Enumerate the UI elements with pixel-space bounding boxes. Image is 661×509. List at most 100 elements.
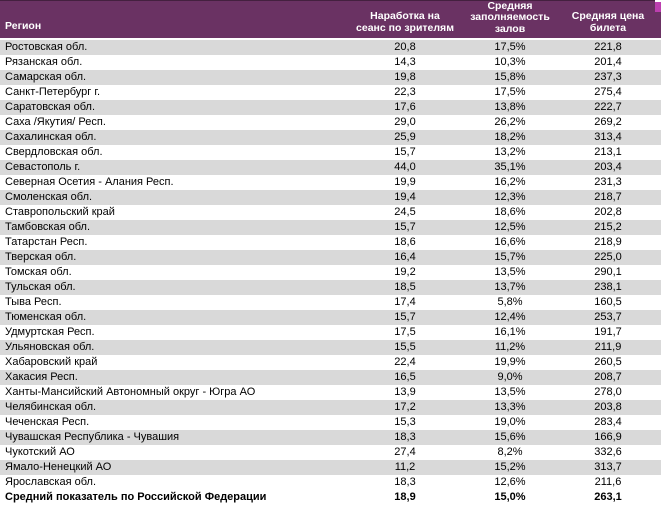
occupancy-cell: 10,3%: [494, 56, 526, 68]
viewers-per-session-cell: 24,5: [394, 206, 416, 218]
viewers-per-session-cell: 15,3: [394, 416, 416, 428]
table-header-row: Регион Наработка на сеанс по зрителям Ср…: [0, 0, 661, 38]
occupancy-cell: 12,4%: [494, 311, 526, 323]
table-row[interactable]: Северная Осетия - Алания Респ. 19,9 16,2% 2…: [0, 175, 661, 190]
viewers-per-session-cell: 17,5: [394, 326, 416, 338]
ticket-price-cell: 313,4: [594, 131, 622, 143]
ticket-price-cell: 201,4: [594, 56, 622, 68]
table-row[interactable]: Чувашская Республика - Чувашия 18,3 15,6% 1…: [0, 430, 661, 445]
ticket-price-cell: 253,7: [594, 311, 622, 323]
table-row[interactable]: Чеченская Респ. 15,3 19,0% 283,4: [0, 415, 661, 430]
region-cell: Томская обл.: [5, 266, 72, 278]
table-row[interactable]: Ростовская обл. 20,8 17,5% 221,8: [0, 40, 661, 55]
table-row[interactable]: Чукотский АО 27,4 8,2% 332,6: [0, 445, 661, 460]
table-row[interactable]: Хакасия Респ. 16,5 9,0% 208,7: [0, 370, 661, 385]
viewers-per-session-cell: 15,7: [394, 311, 416, 323]
occupancy-cell: 13,5%: [494, 386, 526, 398]
ticket-price-cell: 313,7: [594, 461, 622, 473]
table-row[interactable]: Ямало-Ненецкий АО 11,2 15,2% 313,7: [0, 460, 661, 475]
region-cell: Северная Осетия - Алания Респ.: [5, 176, 174, 188]
region-cell: Тверская обл.: [5, 251, 77, 263]
viewers-per-session-cell: 22,4: [394, 356, 416, 368]
total-row[interactable]: Средний показатель по Российской Федерац…: [0, 490, 661, 505]
table-row[interactable]: Севастополь г. 44,0 35,1% 203,4: [0, 160, 661, 175]
table-row[interactable]: Тюменская обл. 15,7 12,4% 253,7: [0, 310, 661, 325]
region-cell: Удмуртская Респ.: [5, 326, 95, 338]
table-row[interactable]: Самарская обл. 19,8 15,8% 237,3: [0, 70, 661, 85]
region-cell: Ханты-Мансийский Автономный округ - Югра…: [5, 386, 256, 398]
region-cell: Свердловская обл.: [5, 146, 103, 158]
occupancy-cell: 12,3%: [494, 191, 526, 203]
occupancy-cell: 17,5%: [494, 41, 526, 53]
table-row[interactable]: Саха /Якутия/ Респ. 29,0 26,2% 269,2: [0, 115, 661, 130]
occupancy-cell: 19,0%: [494, 416, 526, 428]
table-row[interactable]: Удмуртская Респ. 17,5 16,1% 191,7: [0, 325, 661, 340]
ticket-price-cell: 283,4: [594, 416, 622, 428]
table-row[interactable]: Сахалинская обл. 25,9 18,2% 313,4: [0, 130, 661, 145]
viewers-per-session-cell: 44,0: [394, 161, 416, 173]
ticket-price-cell: 269,2: [594, 116, 622, 128]
ticket-price-cell: 203,8: [594, 401, 622, 413]
table-row[interactable]: Татарстан Респ. 18,6 16,6% 218,9: [0, 235, 661, 250]
ticket-price-cell: 237,3: [594, 71, 622, 83]
column-header-label: Средняя заполняемость залов: [470, 0, 550, 35]
occupancy-cell: 35,1%: [494, 161, 526, 173]
occupancy-cell: 13,5%: [494, 266, 526, 278]
table-row[interactable]: Свердловская обл. 15,7 13,2% 213,1: [0, 145, 661, 160]
table-row[interactable]: Рязанская обл. 14,3 10,3% 201,4: [0, 55, 661, 70]
table-row[interactable]: Ставропольский край 24,5 18,6% 202,8: [0, 205, 661, 220]
occupancy-cell: 15,8%: [494, 71, 526, 83]
total-label-cell: Средний показатель по Российской Федерац…: [5, 491, 267, 503]
table-row[interactable]: Тамбовская обл. 15,7 12,5% 215,2: [0, 220, 661, 235]
ticket-price-cell: 215,2: [594, 221, 622, 233]
table-row[interactable]: Томская обл. 19,2 13,5% 290,1: [0, 265, 661, 280]
total-ticket-price-cell: 263,1: [594, 491, 622, 503]
table-row[interactable]: Смоленская обл. 19,4 12,3% 218,7: [0, 190, 661, 205]
table-row[interactable]: Ярославская обл. 18,3 12,6% 211,6: [0, 475, 661, 490]
table-row[interactable]: Тверская обл. 16,4 15,7% 225,0: [0, 250, 661, 265]
viewers-per-session-cell: 18,3: [394, 431, 416, 443]
table-row[interactable]: Саратовская обл. 17,6 13,8% 222,7: [0, 100, 661, 115]
viewers-per-session-cell: 15,5: [394, 341, 416, 353]
viewers-per-session-cell: 16,4: [394, 251, 416, 263]
ticket-price-cell: 211,9: [594, 341, 622, 353]
ticket-price-cell: 208,7: [594, 371, 622, 383]
region-cell: Ставропольский край: [5, 206, 115, 218]
ticket-price-cell: 166,9: [594, 431, 622, 443]
table-row[interactable]: Тыва Респ. 17,4 5,8% 160,5: [0, 295, 661, 310]
table-row[interactable]: Санкт-Петербург г. 22,3 17,5% 275,4: [0, 85, 661, 100]
viewers-per-session-cell: 15,7: [394, 221, 416, 233]
ticket-price-cell: 160,5: [594, 296, 622, 308]
occupancy-cell: 16,6%: [494, 236, 526, 248]
viewers-per-session-cell: 19,9: [394, 176, 416, 188]
ticket-price-cell: 290,1: [594, 266, 622, 278]
table-row[interactable]: Ханты-Мансийский Автономный округ - Югра…: [0, 385, 661, 400]
ticket-price-cell: 225,0: [594, 251, 622, 263]
ticket-price-cell: 278,0: [594, 386, 622, 398]
column-header-label: Средняя цена билета: [571, 10, 645, 34]
occupancy-cell: 26,2%: [494, 116, 526, 128]
occupancy-cell: 18,6%: [494, 206, 526, 218]
viewers-per-session-cell: 19,8: [394, 71, 416, 83]
region-cell: Тамбовская обл.: [5, 221, 91, 233]
ticket-price-cell: 213,1: [594, 146, 622, 158]
table-row[interactable]: Тульская обл. 18,5 13,7% 238,1: [0, 280, 661, 295]
table-row[interactable]: Ульяновская обл. 15,5 11,2% 211,9: [0, 340, 661, 355]
viewers-per-session-cell: 14,3: [394, 56, 416, 68]
occupancy-cell: 9,0%: [497, 371, 523, 383]
total-viewers-per-session-cell: 18,9: [394, 491, 416, 503]
ticket-price-cell: 332,6: [594, 446, 622, 458]
table-row[interactable]: Хабаровский край 22,4 19,9% 260,5: [0, 355, 661, 370]
table-row[interactable]: Челябинская обл. 17,2 13,3% 203,8: [0, 400, 661, 415]
header-corner-cutout: [655, 0, 661, 2]
region-cell: Самарская обл.: [5, 71, 87, 83]
region-cell: Челябинская обл.: [5, 401, 97, 413]
occupancy-cell: 12,5%: [494, 221, 526, 233]
viewers-per-session-cell: 20,8: [394, 41, 416, 53]
ticket-price-cell: 211,6: [594, 476, 622, 488]
ticket-price-cell: 231,3: [594, 176, 622, 188]
ticket-price-cell: 275,4: [594, 86, 622, 98]
occupancy-cell: 15,7%: [494, 251, 526, 263]
table-body: Ростовская обл. 20,8 17,5% 221,8 Рязанская о…: [0, 40, 661, 490]
